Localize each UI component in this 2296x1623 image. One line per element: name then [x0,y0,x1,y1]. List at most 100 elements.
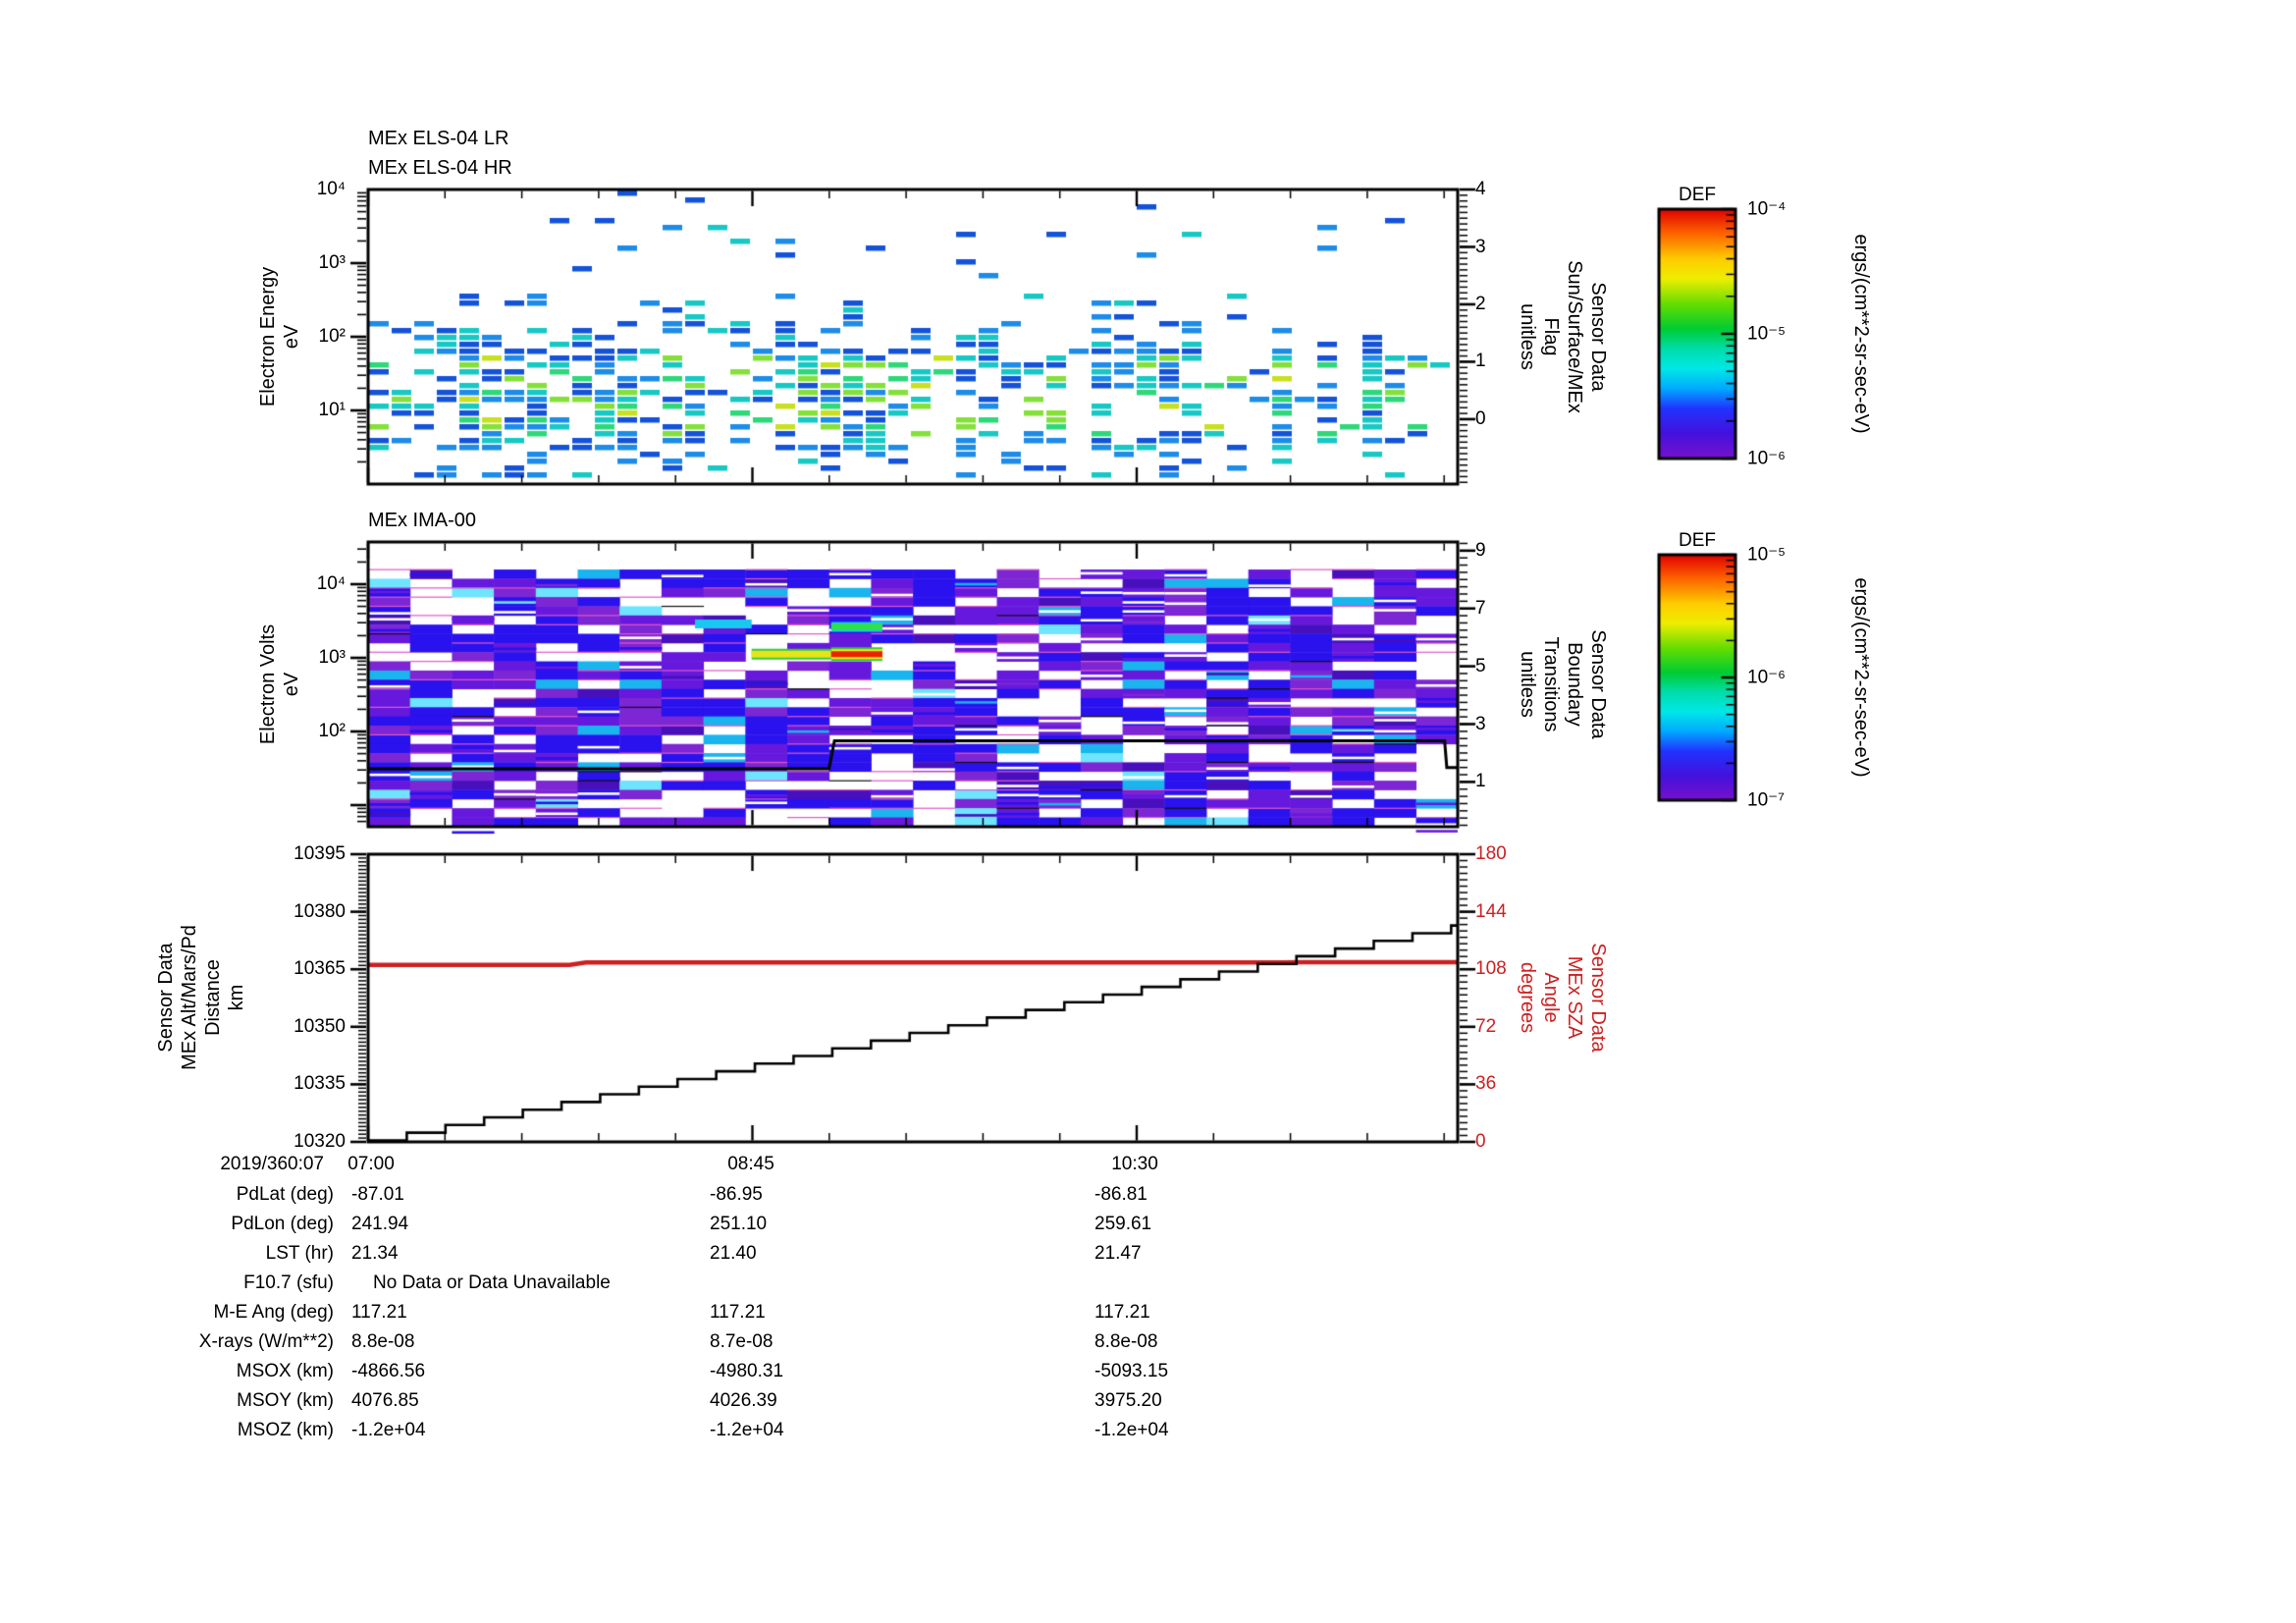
axis-label-line: Distance [202,959,224,1036]
ima-y-tick-label: 10⁴ [316,573,346,594]
axis-label-line: eV [281,672,302,697]
els-y-tick-label: 10³ [318,252,346,273]
table-value: 117.21 [710,1302,766,1323]
table-value: 4026.39 [710,1390,777,1411]
altitude-tick-label: 10365 [294,958,346,980]
table-value: -1.2e+04 [1095,1420,1169,1440]
table-value: -1.2e+04 [710,1420,784,1440]
units-text: ergs/(cm**2-sr-sec-eV) [1850,234,1872,434]
axis-label-line: Electron Energy [257,266,279,407]
flag-tick-label: 2 [1475,294,1486,314]
table-value: -4866.56 [351,1361,426,1381]
els-title-hr: MEx ELS-04 HR [368,157,512,179]
axis-label-line: eV [281,324,302,350]
axis-label-line: unitless [1517,303,1538,370]
ima-y-tick-label: 10² [318,721,346,741]
table-row-label: F10.7 (sfu) [243,1272,334,1293]
axis-label-line: MEx Alt/Mars/Pd [179,925,200,1070]
table-row-label: MSOY (km) [237,1390,334,1411]
colorbar-tick-label: 10⁻⁴ [1747,198,1787,220]
els-y-tick-label: 10² [318,326,346,347]
colorbar-tick-label: 10⁻⁷ [1747,789,1786,811]
axis-label-line: Boundary [1564,642,1585,727]
ima-plot-title: MEx IMA-00 [368,506,476,535]
axis-label-line: Sun/Surface/MEx [1564,260,1585,413]
table-value: 8.8e-08 [1095,1331,1158,1352]
table-value: 251.10 [710,1214,768,1234]
ima-spectrogram-plot [368,542,1458,827]
altitude-tick-label: 10320 [294,1131,346,1152]
table-value: 4076.85 [351,1390,419,1411]
sza-tick-label: 0 [1475,1131,1486,1152]
table-row-label: MSOX (km) [236,1361,334,1381]
ima-colorbar [1659,555,1735,800]
colorbar-title: DEF [1679,185,1716,205]
els-spectrogram-plot [368,189,1458,484]
altitude-tick-label: 10350 [294,1015,346,1037]
els-y-tick-label: 10¹ [318,400,346,420]
table-value: 117.21 [351,1302,407,1323]
flag-tick-label: 3 [1475,236,1486,257]
boundary-tick-label: 1 [1475,771,1486,792]
boundary-tick-label: 5 [1475,655,1486,676]
colorbar-tick-label: 10⁻⁵ [1747,323,1787,345]
table-row-label: M-E Ang (deg) [213,1302,335,1323]
table-value: 21.47 [1095,1243,1142,1264]
axis-label-line: Angle [1540,972,1562,1023]
altitude-tick-label: 10395 [294,843,346,864]
ima-y-tick-label: 10³ [318,647,346,668]
table-value: 3975.20 [1095,1390,1162,1411]
colorbar-tick-label: 10⁻⁶ [1747,667,1786,688]
table-value: 8.8e-08 [351,1331,415,1352]
sza-tick-label: 144 [1475,900,1507,922]
table-value: 21.34 [351,1243,399,1264]
axis-label-line: Flag [1540,317,1562,356]
table-no-data-value: No Data or Data Unavailable [373,1272,611,1293]
table-row-label: LST (hr) [265,1243,334,1264]
ima-title: MEx IMA-00 [368,510,477,531]
table-value: -4980.31 [710,1361,784,1381]
table-value: -87.01 [351,1184,404,1205]
table-value: -86.81 [1095,1184,1148,1205]
colorbar-tick-label: 10⁻⁵ [1747,544,1787,566]
axis-label-line: Sensor Data [1587,943,1609,1053]
sza-tick-label: 72 [1475,1015,1497,1037]
table-value: 8.7e-08 [710,1331,774,1352]
axis-label-line: unitless [1517,651,1538,718]
sza-tick-label: 180 [1475,843,1507,864]
table-value: 259.61 [1095,1214,1152,1234]
table-value: -5093.15 [1095,1361,1169,1381]
axis-label-line: MEx SZA [1564,955,1585,1040]
table-row-label: PdLon (deg) [231,1214,334,1234]
colorbar-title: DEF [1679,530,1716,551]
time-tick-label: 07:00 [347,1154,395,1174]
time-tick-label: 10:30 [1111,1154,1158,1174]
axis-label-line: Sensor Data [1587,282,1609,392]
altitude-tick-label: 10335 [294,1073,346,1095]
table-value: 21.40 [710,1243,757,1264]
table-value: 117.21 [1095,1302,1150,1323]
flag-tick-label: 1 [1475,351,1486,372]
axis-label-line: Sensor Data [155,943,177,1053]
boundary-tick-label: 9 [1475,539,1486,561]
axis-label-line: Transitions [1540,636,1562,732]
altitude-sza-plot [368,854,1458,1142]
time-tick-label: 08:45 [727,1154,774,1174]
altitude-tick-label: 10380 [294,900,346,922]
table-row-label: MSOZ (km) [237,1420,334,1440]
table-value: 241.94 [351,1214,409,1234]
table-value: -1.2e+04 [351,1420,426,1440]
colorbar-tick-label: 10⁻⁶ [1747,448,1786,469]
axis-label-line: km [226,984,247,1011]
table-value: -86.95 [710,1184,763,1205]
flag-tick-label: 0 [1475,407,1486,429]
date-label: 2019/360:07 [220,1154,324,1174]
axis-label-line: Electron Volts [257,623,279,745]
flag-tick-label: 4 [1475,179,1486,199]
els-y-tick-label: 10⁴ [316,179,346,199]
units-text: ergs/(cm**2-sr-sec-eV) [1850,577,1872,778]
boundary-tick-label: 3 [1475,713,1486,734]
boundary-tick-label: 7 [1475,597,1486,619]
